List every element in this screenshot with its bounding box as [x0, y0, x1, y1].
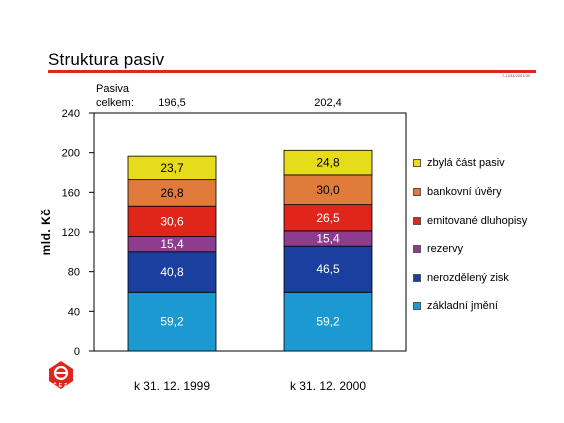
data-label: 30,6 — [160, 214, 184, 228]
legend-label: nerozdělený zisk — [427, 272, 509, 284]
bar-segment — [283, 245, 373, 293]
x-category-label: k 31. 12. 1999 — [134, 379, 210, 393]
legend-item: rezervy — [413, 242, 463, 256]
data-label: 26,8 — [160, 186, 184, 200]
y-tick-label: 240 — [62, 108, 80, 120]
y-tick-label: 120 — [62, 227, 80, 239]
data-label: 24,8 — [316, 156, 340, 170]
legend-label: zbylá část pasiv — [427, 157, 505, 169]
bar-segment — [283, 174, 373, 206]
bar-segment — [127, 251, 217, 293]
cez-logo: ČEZ — [49, 361, 73, 389]
data-label: 23,7 — [160, 161, 184, 175]
total-value: 196,5 — [158, 97, 186, 109]
legend-swatch — [413, 217, 421, 225]
data-label: 26,5 — [316, 211, 340, 225]
totals-label: celkem: — [96, 97, 134, 109]
document-code: 7-1034/2001/30 — [502, 73, 531, 78]
x-category-label: k 31. 12. 2000 — [290, 379, 366, 393]
data-label: 15,4 — [316, 232, 340, 246]
data-label: 59,2 — [316, 315, 340, 329]
title-rule — [48, 70, 536, 73]
totals-label: Pasiva — [96, 83, 130, 95]
legend-swatch — [413, 245, 421, 253]
bar-segment — [127, 155, 217, 181]
y-tick-label: 200 — [62, 148, 80, 160]
data-label: 40,8 — [160, 265, 184, 279]
bar-segment — [127, 291, 217, 352]
legend-item: základní jmění — [413, 299, 498, 313]
logo-text: ČEZ — [53, 382, 69, 389]
y-tick-label: 160 — [62, 187, 80, 199]
page-title: Struktura pasiv — [48, 50, 165, 69]
legend-swatch — [413, 188, 421, 196]
bar-segment — [283, 204, 373, 232]
legend-swatch — [413, 274, 421, 282]
data-label: 46,5 — [316, 262, 340, 276]
data-label: 30,0 — [316, 183, 340, 197]
legend-item: nerozdělený zisk — [413, 271, 509, 285]
legend-swatch — [413, 159, 421, 167]
legend-label: rezervy — [427, 243, 464, 255]
y-axis-label: mld. Kč — [39, 209, 53, 256]
legend-item: emitované dluhopisy — [413, 214, 527, 228]
legend-item: bankovní úvěry — [413, 185, 502, 199]
y-tick-label: 0 — [74, 346, 80, 358]
legend-item: zbylá část pasiv — [413, 156, 505, 170]
legend-label: základní jmění — [427, 300, 498, 312]
legend-swatch — [413, 302, 421, 310]
legend-label: bankovní úvěry — [427, 186, 502, 198]
total-value: 202,4 — [314, 97, 342, 109]
y-tick-label: 40 — [68, 306, 80, 318]
data-label: 59,2 — [160, 315, 184, 329]
y-tick-label: 80 — [68, 267, 80, 279]
bar-segment — [283, 149, 373, 176]
data-label: 15,4 — [160, 237, 184, 251]
legend-label: emitované dluhopisy — [427, 215, 528, 227]
